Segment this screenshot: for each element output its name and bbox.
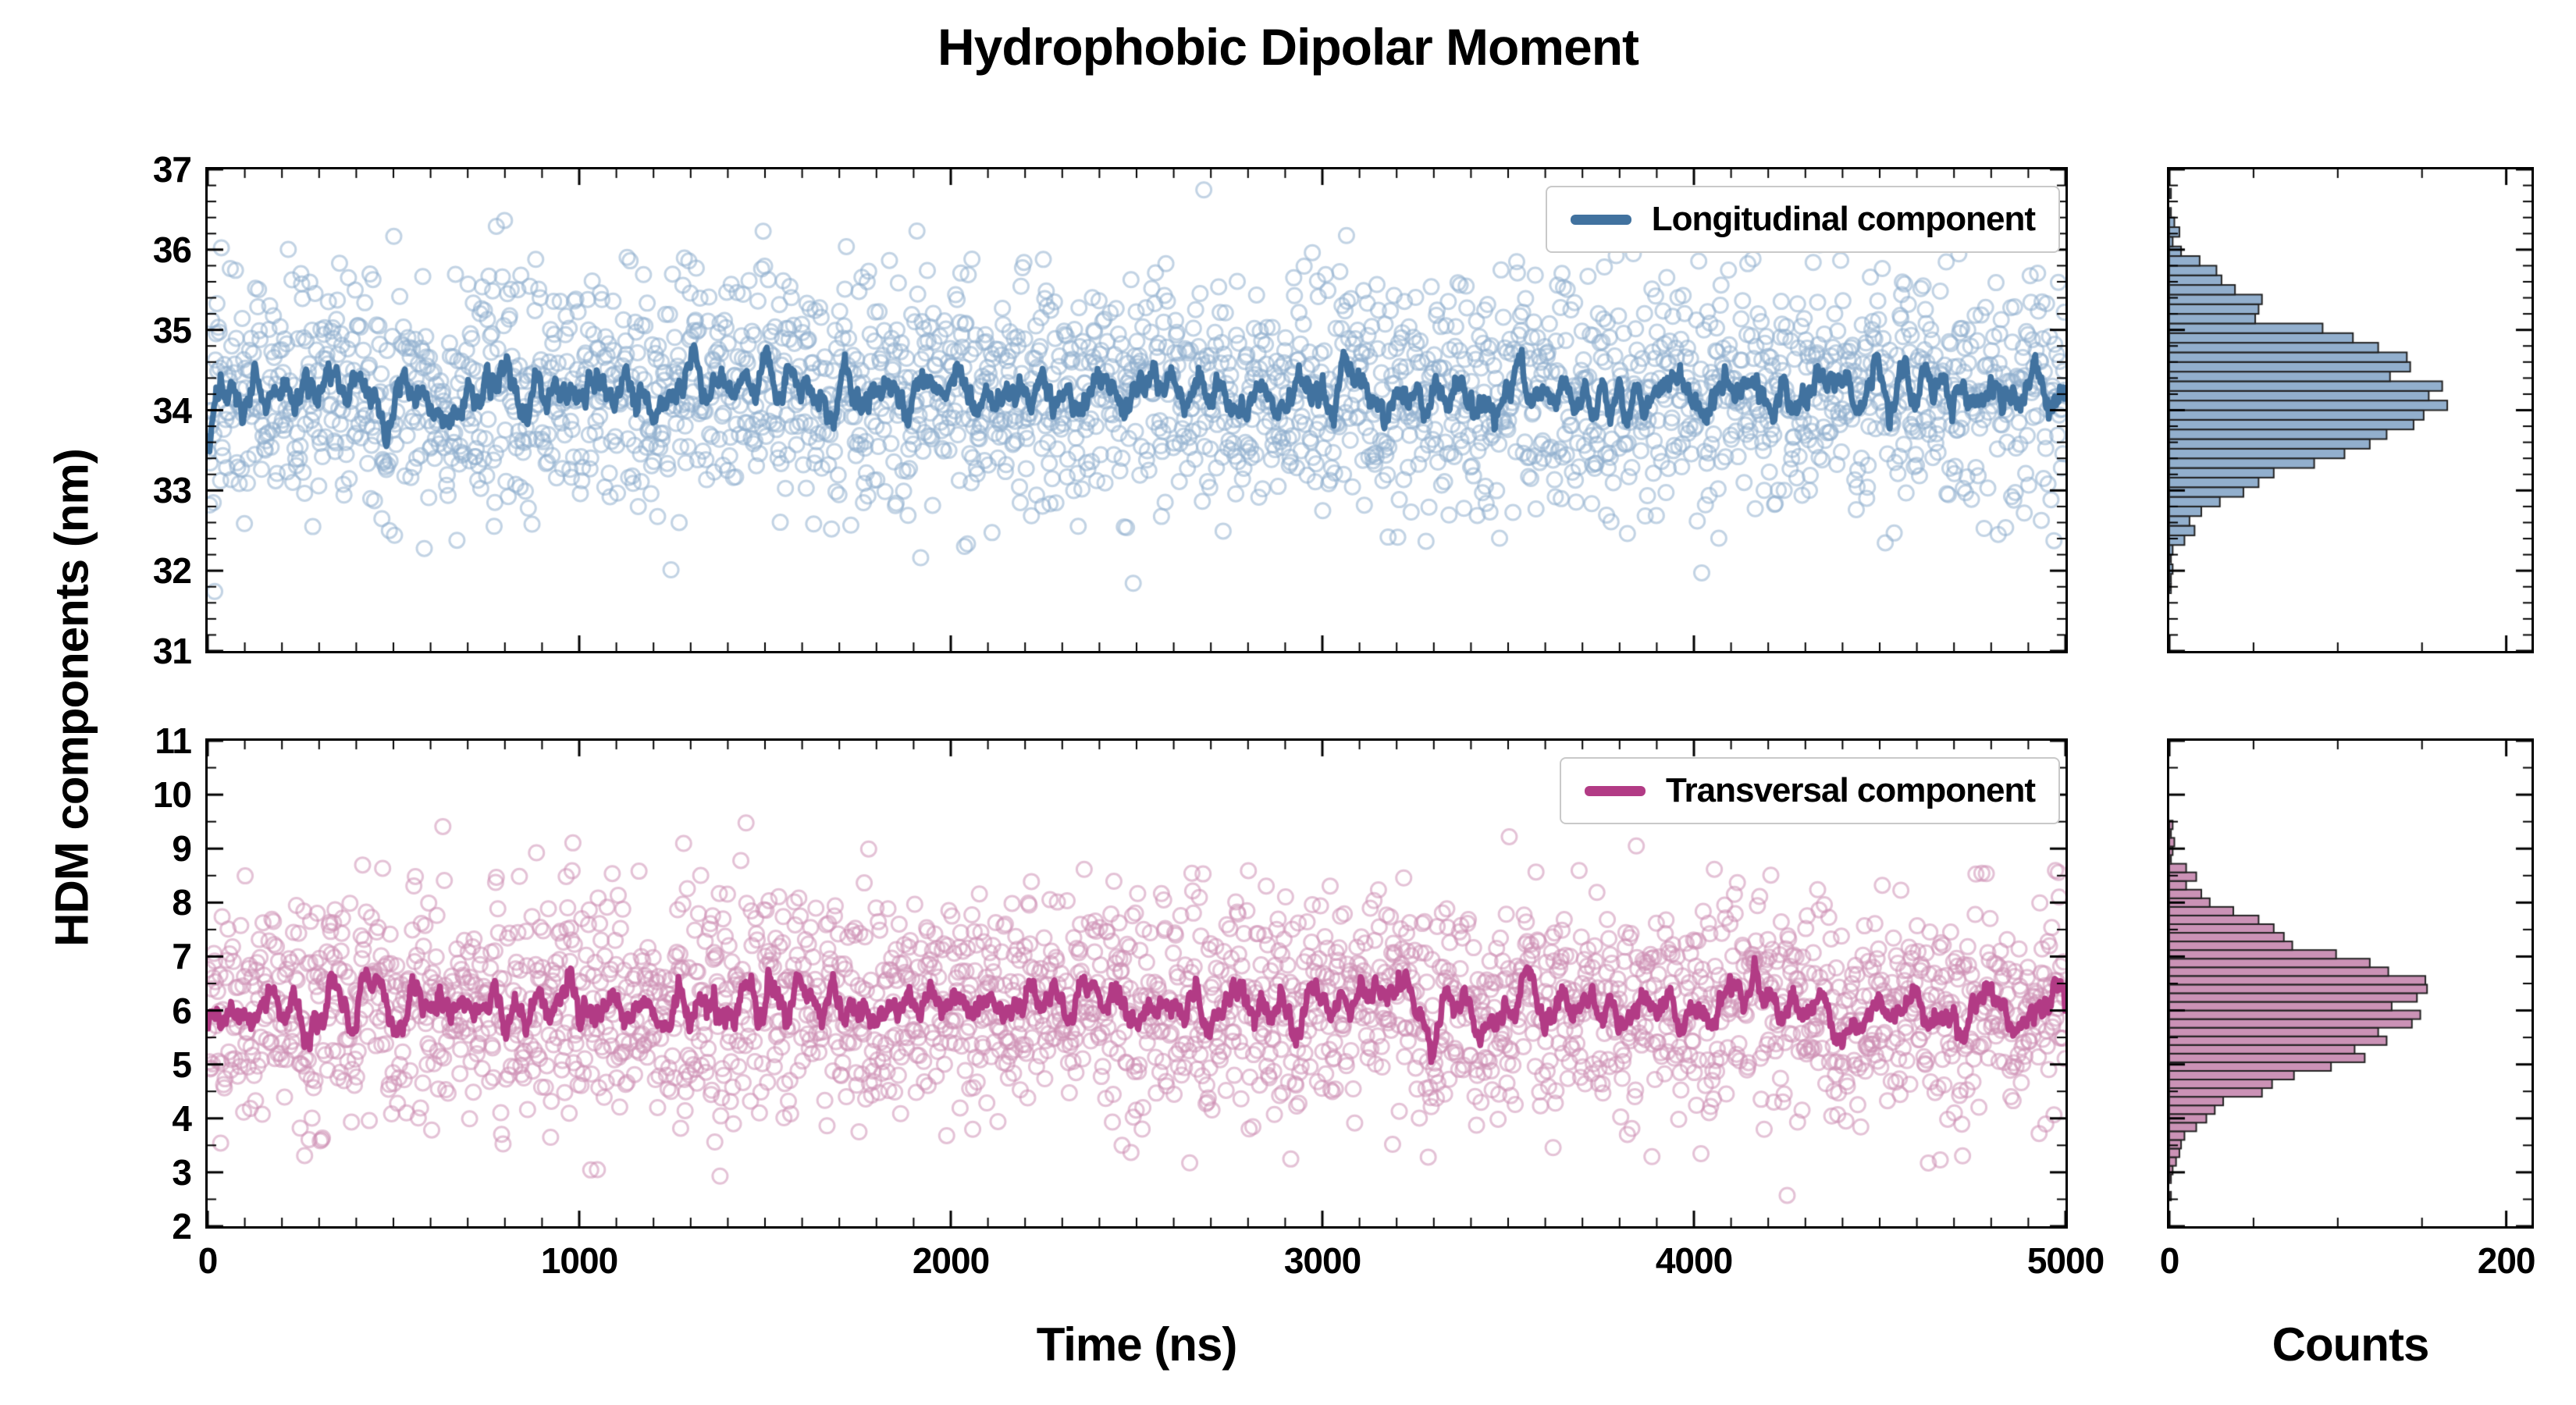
y-tick-label: 4: [172, 1097, 192, 1139]
x-tick-label: 200: [2477, 1240, 2536, 1281]
y-tick-label: 32: [152, 550, 192, 592]
y-tick-label: 3: [172, 1151, 192, 1193]
y-tick-label: 11: [155, 720, 192, 761]
y-tick-label: 31: [152, 631, 192, 671]
x-tick-label: 3000: [1283, 1240, 1361, 1281]
x-tick-label: 2000: [912, 1240, 990, 1281]
legend-longitudinal: Longitudinal component: [1545, 186, 2060, 253]
y-tick-label: 37: [152, 149, 192, 190]
longitudinal-histogram-canvas: [2169, 169, 2532, 651]
y-tick-label: 35: [152, 309, 192, 350]
x-tick-label: 0: [2159, 1240, 2180, 1281]
x-axis-label-time: Time (ns): [1036, 1318, 1238, 1371]
transversal-histogram-canvas: [2169, 741, 2532, 1226]
y-tick-label: 34: [152, 389, 192, 431]
x-tick-label: 0: [197, 1240, 219, 1281]
y-tick-label: 7: [172, 936, 192, 977]
y-tick-label: 8: [172, 882, 192, 923]
figure-title: Hydrophobic Dipolar Moment: [938, 18, 1639, 76]
y-tick-label: 2: [172, 1206, 192, 1247]
legend-transversal: Transversal component: [1560, 757, 2060, 824]
legend-line-swatch-transversal: [1585, 785, 1646, 796]
panel-longitudinal-histogram: [2167, 167, 2534, 653]
y-tick-label: 9: [172, 828, 192, 870]
y-tick-label: 5: [172, 1044, 192, 1085]
x-tick-label: 4000: [1655, 1240, 1733, 1281]
y-tick-label: 36: [152, 229, 192, 270]
legend-label-longitudinal: Longitudinal component: [1651, 200, 2036, 238]
y-tick-label: 10: [152, 774, 192, 816]
x-axis-label-counts: Counts: [2272, 1318, 2430, 1371]
legend-label-transversal: Transversal component: [1666, 771, 2036, 809]
y-axis-label: HDM components (nm): [45, 449, 98, 947]
panel-transversal-histogram: [2167, 738, 2534, 1229]
y-tick-label: 6: [172, 990, 192, 1031]
legend-line-swatch-longitudinal: [1570, 214, 1631, 225]
y-tick-label: 33: [152, 470, 192, 511]
x-tick-label: 5000: [2026, 1240, 2105, 1281]
x-tick-label: 1000: [540, 1240, 618, 1281]
